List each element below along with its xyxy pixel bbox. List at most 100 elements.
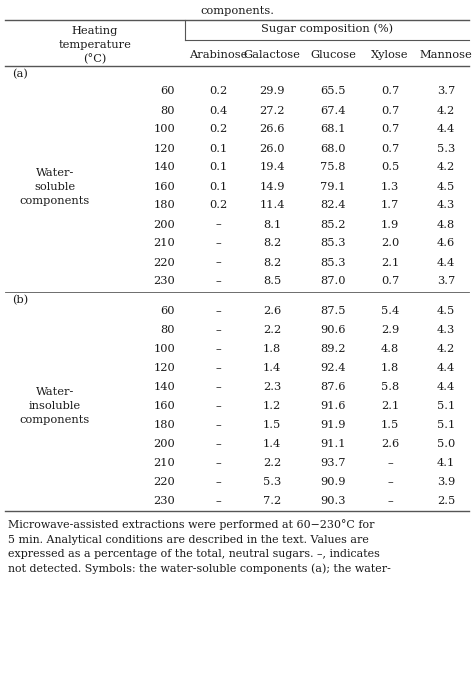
- Text: 1.5: 1.5: [381, 420, 399, 430]
- Text: 26.6: 26.6: [259, 125, 285, 135]
- Text: 4.3: 4.3: [437, 325, 455, 335]
- Text: 120: 120: [153, 144, 175, 154]
- Text: –: –: [215, 420, 221, 430]
- Text: 100: 100: [153, 125, 175, 135]
- Text: 0.7: 0.7: [381, 87, 399, 97]
- Text: 0.2: 0.2: [209, 125, 227, 135]
- Text: –: –: [215, 439, 221, 449]
- Text: 4.1: 4.1: [437, 458, 455, 468]
- Text: 230: 230: [153, 496, 175, 506]
- Text: 120: 120: [153, 363, 175, 373]
- Text: –: –: [215, 382, 221, 392]
- Text: 80: 80: [161, 325, 175, 335]
- Text: 91.6: 91.6: [320, 401, 346, 411]
- Text: 1.3: 1.3: [381, 181, 399, 192]
- Text: 8.5: 8.5: [263, 276, 281, 286]
- Text: 11.4: 11.4: [259, 200, 285, 211]
- Text: 29.9: 29.9: [259, 87, 285, 97]
- Text: 0.7: 0.7: [381, 125, 399, 135]
- Text: 79.1: 79.1: [320, 181, 346, 192]
- Text: 0.2: 0.2: [209, 87, 227, 97]
- Text: –: –: [215, 219, 221, 230]
- Text: 65.5: 65.5: [320, 87, 346, 97]
- Text: 91.1: 91.1: [320, 439, 346, 449]
- Text: –: –: [215, 496, 221, 506]
- Text: 92.4: 92.4: [320, 363, 346, 373]
- Text: 4.2: 4.2: [437, 344, 455, 354]
- Text: 0.1: 0.1: [209, 181, 227, 192]
- Text: Glucose: Glucose: [310, 50, 356, 60]
- Text: 200: 200: [153, 219, 175, 230]
- Text: –: –: [215, 458, 221, 468]
- Text: components.: components.: [200, 6, 274, 16]
- Text: 210: 210: [153, 458, 175, 468]
- Text: –: –: [215, 344, 221, 354]
- Text: (b): (b): [12, 294, 28, 305]
- Text: 3.9: 3.9: [437, 477, 455, 487]
- Text: 140: 140: [153, 382, 175, 392]
- Text: Sugar composition (%): Sugar composition (%): [261, 24, 393, 35]
- Text: 160: 160: [153, 401, 175, 411]
- Text: 4.8: 4.8: [381, 344, 399, 354]
- Text: 67.4: 67.4: [320, 106, 346, 116]
- Text: 2.6: 2.6: [263, 306, 281, 316]
- Text: –: –: [215, 276, 221, 286]
- Text: 0.7: 0.7: [381, 276, 399, 286]
- Text: Heating
temperature
(°C): Heating temperature (°C): [59, 26, 131, 64]
- Text: 5.1: 5.1: [437, 420, 455, 430]
- Text: –: –: [215, 306, 221, 316]
- Text: 8.2: 8.2: [263, 238, 281, 248]
- Text: –: –: [215, 401, 221, 411]
- Text: 0.5: 0.5: [381, 162, 399, 173]
- Text: Water-
insoluble
components: Water- insoluble components: [20, 387, 90, 425]
- Text: 0.2: 0.2: [209, 200, 227, 211]
- Text: 210: 210: [153, 238, 175, 248]
- Text: 1.4: 1.4: [263, 363, 281, 373]
- Text: (a): (a): [12, 69, 28, 79]
- Text: 2.6: 2.6: [381, 439, 399, 449]
- Text: 85.3: 85.3: [320, 257, 346, 267]
- Text: 2.1: 2.1: [381, 401, 399, 411]
- Text: 230: 230: [153, 276, 175, 286]
- Text: 2.1: 2.1: [381, 257, 399, 267]
- Text: 1.8: 1.8: [381, 363, 399, 373]
- Text: 0.1: 0.1: [209, 144, 227, 154]
- Text: 8.2: 8.2: [263, 257, 281, 267]
- Text: 220: 220: [153, 257, 175, 267]
- Text: 140: 140: [153, 162, 175, 173]
- Text: Mannose: Mannose: [419, 50, 473, 60]
- Text: 7.2: 7.2: [263, 496, 281, 506]
- Text: 1.9: 1.9: [381, 219, 399, 230]
- Text: 68.0: 68.0: [320, 144, 346, 154]
- Text: 60: 60: [161, 87, 175, 97]
- Text: 80: 80: [161, 106, 175, 116]
- Text: 4.2: 4.2: [437, 162, 455, 173]
- Text: –: –: [387, 477, 393, 487]
- Text: 2.2: 2.2: [263, 325, 281, 335]
- Text: Microwave-assisted extractions were performed at 60−230°C for
5 min. Analytical : Microwave-assisted extractions were perf…: [8, 519, 391, 574]
- Text: –: –: [215, 238, 221, 248]
- Text: 200: 200: [153, 439, 175, 449]
- Text: 0.7: 0.7: [381, 144, 399, 154]
- Text: 2.9: 2.9: [381, 325, 399, 335]
- Text: 87.0: 87.0: [320, 276, 346, 286]
- Text: Xylose: Xylose: [371, 50, 409, 60]
- Text: 87.5: 87.5: [320, 306, 346, 316]
- Text: 19.4: 19.4: [259, 162, 285, 173]
- Text: 5.3: 5.3: [437, 144, 455, 154]
- Text: Galactose: Galactose: [244, 50, 301, 60]
- Text: 0.7: 0.7: [381, 106, 399, 116]
- Text: 2.0: 2.0: [381, 238, 399, 248]
- Text: 4.4: 4.4: [437, 363, 455, 373]
- Text: –: –: [215, 363, 221, 373]
- Text: 8.1: 8.1: [263, 219, 281, 230]
- Text: 90.3: 90.3: [320, 496, 346, 506]
- Text: –: –: [387, 458, 393, 468]
- Text: 82.4: 82.4: [320, 200, 346, 211]
- Text: 0.1: 0.1: [209, 162, 227, 173]
- Text: 2.2: 2.2: [263, 458, 281, 468]
- Text: 1.8: 1.8: [263, 344, 281, 354]
- Text: 90.6: 90.6: [320, 325, 346, 335]
- Text: 3.7: 3.7: [437, 276, 455, 286]
- Text: 1.2: 1.2: [263, 401, 281, 411]
